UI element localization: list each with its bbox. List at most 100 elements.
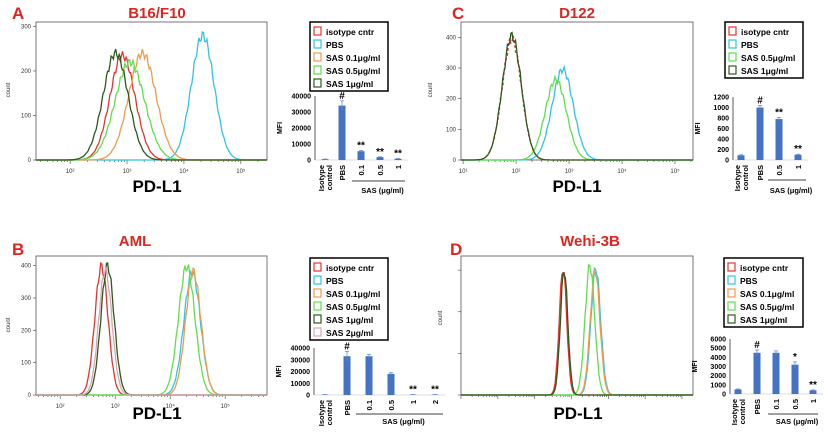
legend-label: PBS — [740, 276, 758, 286]
group-label: SAS (μg/ml) — [382, 417, 425, 426]
histogram-curve-pbs — [461, 266, 693, 396]
y-tick-label: 1000 — [710, 382, 726, 389]
category-label: 0.1 — [772, 399, 781, 409]
legend-item: PBS — [313, 39, 344, 50]
y-tick-label: 100 — [21, 361, 32, 367]
legend-item: isotype cntr — [728, 26, 790, 37]
y-tick-label: 10000 — [291, 381, 311, 388]
legend-item: SAS 0.5μg/ml — [728, 52, 795, 63]
category-label-line: Isotype — [317, 165, 326, 191]
y-axis-label: MFI — [692, 360, 699, 372]
group-label: SAS (μg/ml) — [776, 417, 819, 426]
y-tick-label: 10000 — [292, 142, 312, 149]
legend-swatch — [313, 78, 322, 88]
bar — [394, 158, 402, 160]
legend-label: SAS 0.1μg/ml — [740, 289, 794, 299]
histogram: count PD-L1 — [438, 255, 694, 423]
legend-label: SAS 0.5μg/ml — [740, 302, 794, 312]
histogram-curve-pbs — [36, 31, 267, 161]
x-tick-label: 10³ — [111, 404, 120, 410]
x-axis-label: PD-L1 — [132, 177, 181, 196]
legend-frame — [724, 21, 804, 79]
legend-label: PBS — [326, 276, 344, 286]
y-tick-label: 300 — [446, 66, 457, 72]
bar — [772, 352, 780, 394]
significance-mark: ** — [357, 140, 365, 151]
legend-label: PBS — [741, 40, 759, 50]
category-label-line: control — [738, 399, 747, 424]
y-tick-label: 0 — [453, 158, 457, 164]
x-tick-label: 10⁴ — [166, 403, 176, 410]
bar — [365, 356, 373, 395]
histogram-curve-sas-0-1-g-ml — [36, 48, 267, 161]
y-axis-label: MFI — [276, 365, 283, 377]
panel-letter: D — [450, 240, 462, 259]
legend-item: SAS 0.5μg/ml — [313, 65, 380, 76]
legend-label: SAS 1μg/ml — [326, 79, 373, 89]
legend-swatch — [727, 275, 736, 285]
y-tick-label: 0 — [722, 392, 726, 399]
histogram-curve-sas-1-g-ml — [36, 262, 267, 396]
legend-swatch — [728, 26, 737, 36]
category-label: 1 — [794, 165, 803, 169]
legend-item: isotype cntr — [727, 262, 789, 273]
x-tick-label: 10⁵ — [221, 403, 231, 410]
category-label: 2 — [431, 400, 440, 404]
histogram-curve-pbs — [36, 269, 267, 396]
category-label: 0.5 — [376, 165, 385, 175]
legend-swatch — [313, 275, 322, 285]
category-label: Isotypecontrol — [317, 400, 334, 426]
group-label: SAS (μg/ml) — [361, 186, 404, 195]
legend-label: isotype cntr — [326, 263, 375, 273]
significance-mark: ** — [409, 385, 417, 396]
category-label: PBS — [753, 399, 762, 414]
x-tick-label: 10² — [66, 169, 75, 175]
plot-frame — [460, 21, 694, 161]
panel-title: AML — [119, 233, 152, 250]
legend-item: SAS 2μg/ml — [313, 327, 373, 338]
bar — [791, 364, 799, 394]
legend-label: SAS 1μg/ml — [740, 315, 787, 325]
y-tick-label: 40000 — [292, 94, 312, 101]
histogram-curve-sas-0-5-g-ml — [461, 74, 693, 161]
plot-frame — [35, 21, 268, 161]
panel-b: B AML 10² 10³ 10⁴ 10⁵ 0 100 200 300 400 count PD-L1 i… — [6, 233, 445, 426]
significance-mark: ** — [775, 107, 783, 118]
x-tick-label: 10⁵ — [670, 168, 680, 175]
legend-frame — [723, 257, 804, 328]
legend-item: SAS 1μg/ml — [727, 314, 787, 325]
panel-a: A B16/F10 10² 10³ 10⁴ 10⁵ 0 100 200 300 count PD-L1… — [6, 4, 408, 196]
legend-item: SAS 1μg/ml — [313, 78, 373, 89]
x-axis-label: PD-L1 — [553, 404, 602, 423]
x-axis-label: PD-L1 — [132, 404, 181, 423]
legend-swatch — [313, 52, 322, 62]
histogram-curve-sas-0-1-g-ml — [461, 269, 693, 396]
y-tick-label: 400 — [446, 35, 457, 41]
y-tick-label: 200 — [717, 147, 729, 154]
x-tick-label: 10³ — [123, 169, 132, 175]
y-tick-label: 5000 — [710, 346, 726, 353]
legend-swatch — [728, 39, 737, 49]
bar — [756, 107, 764, 160]
legend: isotype cntr PBS SAS 0.1μg/ml SAS 0.5μg/ml S… — [309, 21, 389, 92]
category-label: Isotypecontrol — [730, 399, 747, 425]
significance-mark: # — [344, 342, 350, 353]
significance-mark: # — [757, 95, 763, 106]
category-label-line: Isotype — [730, 399, 739, 425]
legend-swatch — [727, 262, 736, 272]
y-tick-label: 100 — [446, 127, 457, 133]
y-tick-label: 400 — [717, 137, 729, 144]
y-tick-label: 0 — [28, 158, 32, 164]
y-axis-label: count — [6, 317, 12, 332]
category-label: 1 — [394, 165, 403, 169]
legend-swatch — [727, 301, 736, 311]
y-tick-label: 400 — [21, 264, 32, 270]
y-tick-label: 200 — [21, 69, 32, 75]
bar — [357, 151, 365, 160]
y-tick-label: 30000 — [292, 110, 312, 117]
histogram: 10² 10³ 10⁴ 10⁵ 0 100 200 300 400 count PD-L1 — [6, 255, 268, 423]
bar — [343, 356, 351, 395]
significance-mark: ** — [394, 149, 402, 160]
histogram-curve-isotype-cntr — [36, 51, 267, 161]
